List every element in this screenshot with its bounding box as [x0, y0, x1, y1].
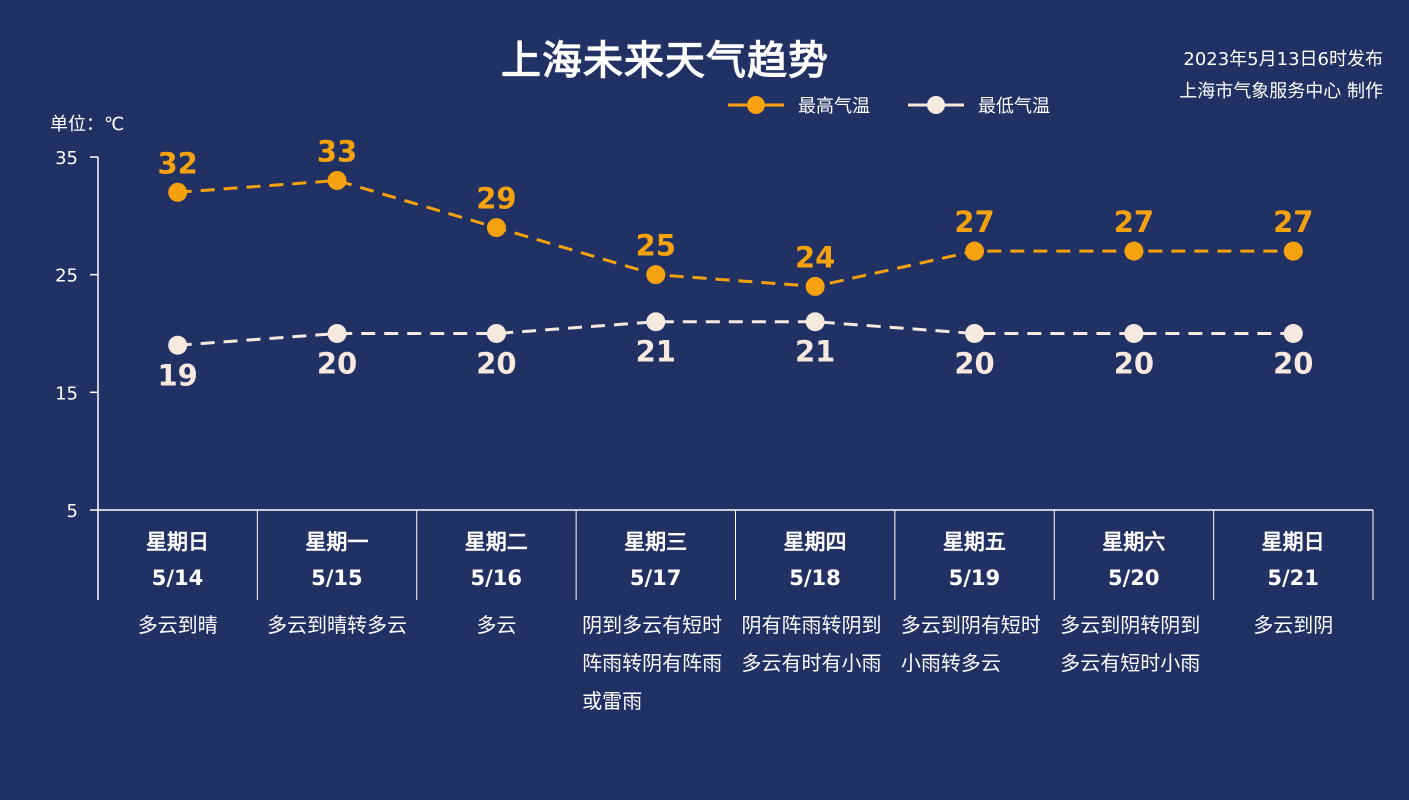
date-label: 5/20 [1107, 566, 1160, 590]
weather-description: 多云到晴转多云 [267, 613, 408, 637]
data-label-high: 27 [954, 205, 994, 239]
data-point-low [805, 312, 825, 332]
data-label-high: 27 [1114, 205, 1154, 239]
data-point-low [1283, 324, 1303, 343]
data-point-low [646, 312, 666, 332]
data-label-low: 20 [317, 347, 357, 381]
weekday-label: 星期五 [942, 530, 1006, 554]
data-point-low [965, 324, 985, 343]
data-point-high [805, 276, 825, 296]
date-label: 5/18 [789, 566, 841, 590]
legend-label-low: 最低气温 [978, 96, 1050, 117]
data-point-high [168, 182, 188, 202]
date-label: 5/19 [948, 566, 1001, 590]
y-tick-label: 15 [55, 383, 78, 404]
series-line-high [177, 179, 1294, 288]
data-label-high: 29 [476, 182, 516, 216]
producer: 上海市气象服务中心 制作 [1179, 81, 1383, 102]
day-header: 星期日 5/21 [1214, 524, 1373, 596]
data-label-low: 20 [954, 347, 994, 381]
weather-description: 多云到阴有短时小雨转多云 [900, 613, 1041, 675]
legend-item-low: 最低气温 [908, 92, 1050, 118]
data-label-high: 27 [1273, 205, 1313, 239]
y-tick-label: 25 [55, 266, 78, 287]
legend-marker-high-icon [728, 96, 784, 114]
data-point-low [327, 324, 347, 343]
day-header: 星期六 5/20 [1054, 524, 1213, 596]
weekday-label: 星期三 [624, 530, 688, 554]
data-point-low [1124, 324, 1144, 343]
chart-title: 上海未来天气趋势 [501, 38, 829, 84]
y-tick-label: 5 [67, 501, 78, 522]
legend-label-high: 最高气温 [798, 96, 870, 117]
weather-description: 阴到多云有短时阵雨转阴有阵雨或雷雨 [582, 613, 723, 713]
weather-description: 多云到晴 [137, 613, 218, 637]
day-header: 星期二 5/16 [417, 524, 576, 596]
y-tick-label: 35 [55, 148, 78, 169]
data-point-high [1283, 241, 1303, 261]
data-point-high [965, 241, 985, 261]
data-point-high [646, 265, 666, 285]
day-header: 星期日 5/14 [98, 524, 257, 596]
day-header: 星期五 5/19 [895, 524, 1054, 596]
date-label: 5/15 [311, 566, 363, 590]
weekday-label: 星期六 [1102, 530, 1166, 554]
publish-info: 2023年5月13日6时发布 上海市气象服务中心 制作 [1179, 44, 1383, 108]
weather-description: 多云到阴 [1253, 613, 1334, 637]
weekday-label: 星期二 [464, 530, 528, 554]
data-label-low: 21 [636, 335, 676, 369]
data-point-high [486, 218, 506, 238]
day-header: 星期三 5/17 [576, 524, 735, 596]
day-header: 星期一 5/15 [257, 524, 416, 596]
date-label: 5/14 [151, 566, 204, 590]
data-point-low [168, 335, 188, 355]
data-label-low: 19 [158, 358, 198, 392]
data-label-low: 21 [795, 335, 835, 369]
date-label: 5/17 [629, 566, 682, 590]
legend-marker-low-icon [908, 96, 964, 114]
data-label-high: 33 [317, 135, 357, 169]
weather-description: 阴有阵雨转阴到多云有时有小雨 [741, 613, 882, 675]
data-label-low: 20 [1114, 347, 1154, 381]
data-point-low [486, 324, 506, 343]
weather-description: 多云 [476, 613, 517, 637]
weekday-label: 星期日 [146, 530, 209, 554]
weekday-label: 星期日 [1261, 530, 1325, 554]
day-header: 星期四 5/18 [736, 524, 895, 596]
data-label-high: 25 [636, 229, 676, 263]
date-label: 5/21 [1267, 566, 1319, 590]
data-label-low: 20 [1273, 347, 1313, 381]
publish-time: 2023年5月13日6时发布 [1183, 49, 1383, 70]
data-label-high: 32 [158, 146, 198, 180]
weather-description: 多云到阴转阴到多云有短时小雨 [1060, 613, 1201, 675]
unit-label: 单位：℃ [50, 114, 125, 135]
weekday-label: 星期一 [305, 530, 369, 554]
weekday-label: 星期四 [783, 530, 847, 554]
data-point-high [327, 171, 347, 191]
data-label-high: 24 [795, 240, 835, 274]
date-label: 5/16 [470, 566, 522, 590]
legend-item-high: 最高气温 [728, 92, 870, 118]
data-point-high [1124, 241, 1144, 261]
legend: 最高气温 最低气温 [728, 92, 1088, 118]
series-line-low [177, 320, 1294, 347]
data-label-low: 20 [476, 347, 516, 381]
